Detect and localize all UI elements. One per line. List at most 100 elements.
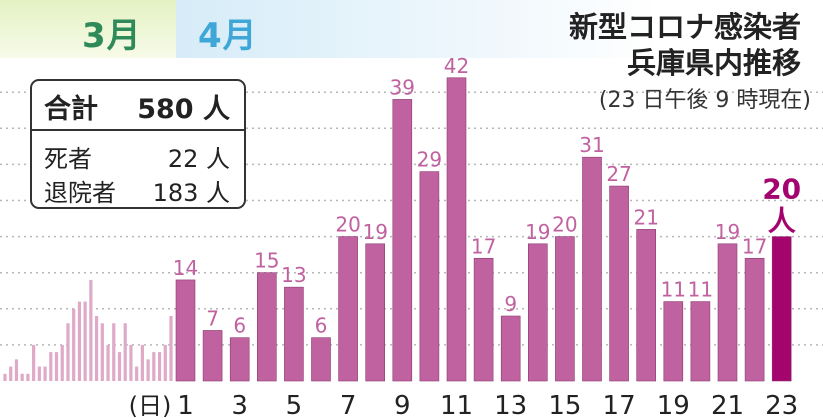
march-bar xyxy=(123,323,127,381)
bar-day-13 xyxy=(500,315,521,382)
bar-label-day-9: 39 xyxy=(390,75,415,99)
april-bars xyxy=(175,77,792,382)
deaths-value: 22 人 xyxy=(167,145,230,173)
bar-label-day-3: 6 xyxy=(233,314,246,338)
march-bar xyxy=(146,359,150,381)
bar-day-10 xyxy=(419,171,440,382)
march-bar xyxy=(72,308,76,381)
bar-label-day-18: 21 xyxy=(633,205,658,229)
x-tick-13: 13 xyxy=(494,391,527,418)
month-label-april: 4月 xyxy=(198,16,258,56)
march-bar xyxy=(3,373,7,381)
chart-title: 新型コロナ感染者 xyxy=(568,10,801,44)
bar-day-7 xyxy=(338,236,358,382)
bar-day-5 xyxy=(284,286,304,382)
march-bar xyxy=(49,352,53,381)
x-tick-23: 23 xyxy=(765,391,798,418)
bar-label-day-8: 19 xyxy=(362,220,387,244)
march-bar xyxy=(43,366,47,381)
bar-day-19 xyxy=(663,301,684,382)
march-bar xyxy=(20,373,24,381)
x-axis-prefix: (日) xyxy=(129,392,172,418)
discharged-value: 183 人 xyxy=(152,179,230,207)
march-bar xyxy=(66,323,70,381)
march-bar xyxy=(37,366,41,381)
bar-label-day-17: 27 xyxy=(606,162,631,186)
march-bar xyxy=(83,301,87,381)
x-tick-17: 17 xyxy=(603,391,636,418)
total-value: 580 人 xyxy=(137,94,230,125)
april-band xyxy=(176,0,823,58)
march-bar xyxy=(163,344,167,381)
bar-label-day-2: 7 xyxy=(206,306,219,330)
bar-day-14 xyxy=(527,243,548,382)
bar-label-day-16: 31 xyxy=(579,133,604,157)
highlight-unit: 人 xyxy=(768,205,796,238)
march-bar xyxy=(89,279,93,381)
deaths-label: 死者 xyxy=(44,145,92,173)
month-label-march: 3月 xyxy=(82,16,142,56)
march-bar xyxy=(77,301,82,381)
x-tick-21: 21 xyxy=(711,391,744,418)
bar-label-day-22: 17 xyxy=(742,234,767,258)
bar-day-4 xyxy=(256,272,277,382)
bar-label-day-7: 20 xyxy=(335,213,360,237)
march-bar xyxy=(94,316,99,381)
march-bar xyxy=(117,352,122,381)
x-tick-11: 11 xyxy=(440,391,473,418)
march-bar xyxy=(54,352,59,381)
march-bars xyxy=(3,279,173,381)
bar-day-21 xyxy=(717,243,738,382)
march-bar xyxy=(9,366,13,381)
bar-label-day-15: 20 xyxy=(552,213,577,237)
bar-day-1 xyxy=(175,279,196,382)
bar-day-8 xyxy=(365,243,386,382)
x-tick-5: 5 xyxy=(286,391,303,418)
bar-label-day-20: 11 xyxy=(688,278,713,302)
total-label: 合計 xyxy=(44,94,98,125)
x-tick-1: 1 xyxy=(177,391,194,418)
march-bar xyxy=(26,373,30,381)
bar-day-16 xyxy=(582,156,602,382)
bar-day-22 xyxy=(744,257,765,382)
x-tick-15: 15 xyxy=(548,391,581,418)
bar-day-11 xyxy=(446,77,467,382)
bar-label-day-5: 13 xyxy=(281,263,306,287)
march-bar xyxy=(60,344,64,381)
march-bar xyxy=(112,323,116,381)
gridlines xyxy=(0,91,823,346)
bar-label-day-1: 14 xyxy=(173,256,198,280)
bar-label-day-23: 20 xyxy=(762,173,801,206)
march-bar xyxy=(135,366,139,381)
stats-divider xyxy=(32,129,244,131)
bar-label-day-12: 17 xyxy=(471,234,496,258)
bar-label-day-19: 11 xyxy=(661,278,686,302)
bar-day-15 xyxy=(555,236,575,382)
march-bar xyxy=(14,359,19,381)
x-tick-7: 7 xyxy=(340,391,357,418)
bar-label-day-6: 6 xyxy=(315,314,328,338)
bar-day-2 xyxy=(202,330,223,382)
bar-day-9 xyxy=(392,99,413,382)
bar-day-20 xyxy=(690,301,711,382)
bar-label-day-14: 19 xyxy=(525,220,550,244)
bar-day-23 xyxy=(771,236,792,382)
march-band xyxy=(0,0,176,58)
march-bar xyxy=(140,344,144,381)
bar-label-day-11: 42 xyxy=(444,54,469,78)
march-bar xyxy=(106,344,110,381)
march-bar xyxy=(157,352,162,381)
discharged-label: 退院者 xyxy=(44,179,116,207)
bar-day-3 xyxy=(229,337,250,382)
bar-day-17 xyxy=(609,185,629,382)
march-bar xyxy=(152,352,156,381)
bar-day-6 xyxy=(311,337,331,382)
bar-label-day-4: 15 xyxy=(254,249,279,273)
x-axis-ticks: (日) 1 3 5 7 9 11 13 15 17 19 21 23 xyxy=(129,391,799,418)
march-bar xyxy=(169,316,173,381)
x-tick-19: 19 xyxy=(657,391,690,418)
bar-label-day-10: 29 xyxy=(417,148,442,172)
